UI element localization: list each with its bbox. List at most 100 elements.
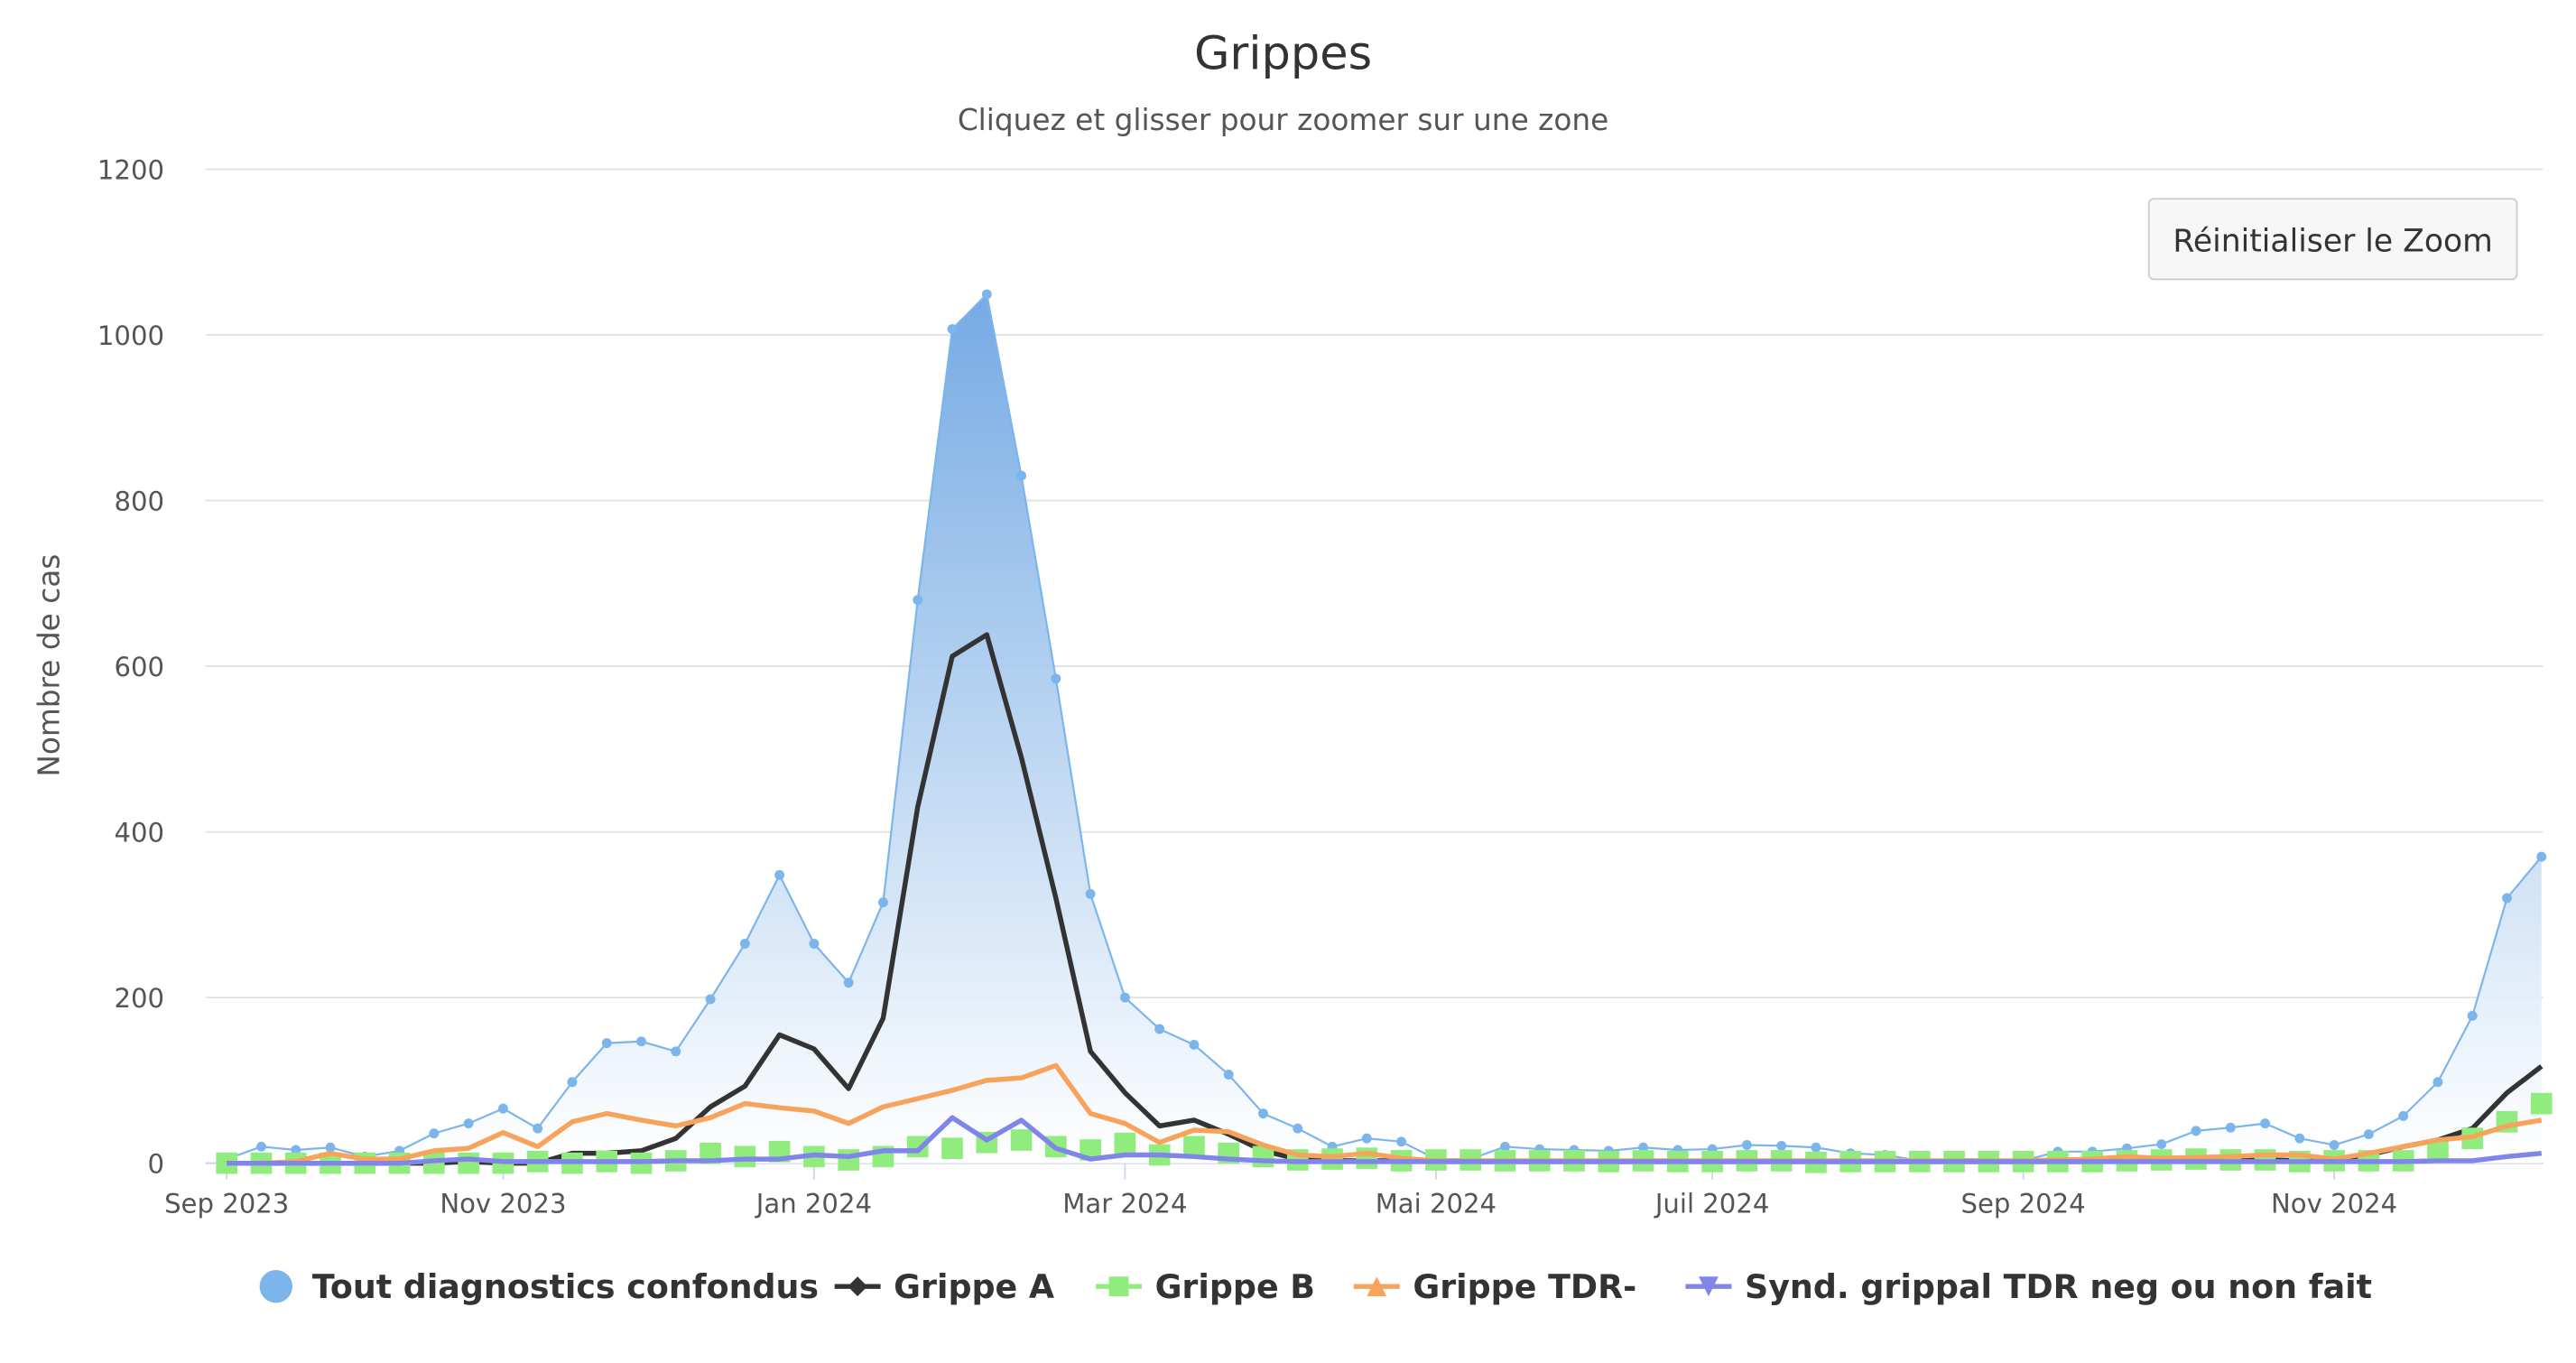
legend-symbol [1367, 1276, 1387, 1297]
point [1114, 1132, 1136, 1154]
point [1154, 1024, 1165, 1034]
legend-item[interactable]: Tout diagnostics confondus [259, 1267, 820, 1306]
point [838, 1149, 860, 1171]
chart-subtitle: Cliquez et glisser pour zoomer sur une z… [958, 103, 1608, 137]
point [1499, 1141, 1510, 1152]
x-tick-label: Sep 2023 [164, 1188, 289, 1219]
point [2329, 1140, 2340, 1150]
point [2260, 1118, 2271, 1129]
legend-item[interactable]: Grippe B [1096, 1267, 1315, 1306]
x-tick-label: Jan 2024 [755, 1188, 872, 1219]
point [1189, 1039, 1200, 1050]
point [567, 1077, 578, 1088]
point [325, 1142, 336, 1153]
legend-label: Grippe TDR- [1413, 1267, 1636, 1306]
point [1010, 1129, 1033, 1151]
point [705, 994, 716, 1005]
point [636, 1036, 646, 1047]
y-axis-label: Nombre de cas [32, 554, 67, 777]
point [734, 1145, 756, 1168]
point [1361, 1133, 1372, 1144]
point [255, 1141, 266, 1152]
chart-title: Grippes [1194, 27, 1372, 80]
point [601, 1038, 612, 1049]
point [1085, 888, 1096, 899]
legend-symbol [848, 1276, 868, 1297]
point [1396, 1136, 1407, 1147]
point [2156, 1139, 2167, 1150]
point [843, 978, 854, 988]
point [947, 324, 958, 335]
point [2467, 1010, 2478, 1021]
point [739, 939, 750, 949]
point [533, 1123, 543, 1134]
point [463, 1118, 474, 1129]
legend-symbol [1108, 1276, 1129, 1297]
point [809, 939, 820, 949]
point [2427, 1140, 2449, 1162]
series-line [227, 1115, 2543, 1166]
y-tick-label: 800 [114, 486, 164, 516]
x-tick-label: Nov 2023 [440, 1188, 566, 1219]
x-tick-label: Sep 2024 [1961, 1188, 2086, 1219]
y-tick-label: 1000 [97, 320, 164, 351]
series-line [227, 1062, 2543, 1166]
point [1183, 1136, 1205, 1158]
point [458, 1152, 479, 1174]
point [1741, 1140, 1752, 1150]
legend-label: Grippe A [894, 1267, 1054, 1306]
y-tick-label: 600 [114, 652, 164, 682]
y-tick-label: 400 [114, 818, 164, 848]
point [1811, 1142, 1821, 1153]
point [1051, 673, 1061, 684]
point [2432, 1077, 2443, 1088]
point [1293, 1123, 1303, 1134]
point [1356, 1147, 1378, 1169]
point [2191, 1126, 2201, 1136]
legend-item[interactable]: Synd. grippal TDR neg ou non fait [1685, 1267, 2372, 1306]
point [1776, 1140, 1787, 1151]
point [671, 1046, 681, 1057]
x-tick-label: Mar 2024 [1062, 1188, 1187, 1219]
x-tick-label: Nov 2024 [2271, 1188, 2397, 1219]
point [1119, 992, 1130, 1003]
point [423, 1152, 445, 1174]
x-tick-label: Juil 2024 [1654, 1188, 1770, 1219]
point [774, 869, 785, 880]
point [1638, 1142, 1649, 1153]
point [2363, 1129, 2374, 1140]
y-tick-label: 0 [147, 1149, 164, 1180]
point [291, 1145, 301, 1155]
legend-label: Grippe B [1155, 1267, 1315, 1306]
legend-label: Synd. grippal TDR neg ou non fait [1745, 1267, 2372, 1306]
point [1321, 1148, 1343, 1170]
point [877, 897, 888, 908]
point [2398, 1110, 2409, 1121]
area [227, 294, 2542, 1164]
legend-label: Tout diagnostics confondus [312, 1267, 819, 1306]
button-label: Réinitialiser le Zoom [2173, 223, 2493, 259]
point [941, 1137, 963, 1159]
point [497, 1103, 508, 1114]
point [1223, 1070, 1234, 1080]
point [981, 289, 992, 300]
y-tick-label: 200 [114, 983, 164, 1014]
point [2536, 851, 2547, 862]
legend-item[interactable]: Grippe A [834, 1267, 1054, 1306]
button-box [2147, 198, 2518, 281]
point [2294, 1133, 2305, 1144]
point [1258, 1108, 1268, 1119]
point [429, 1128, 440, 1139]
reset-zoom-button[interactable]: Réinitialiser le Zoom [2147, 198, 2518, 281]
legend-symbol [1699, 1276, 1719, 1297]
point [1016, 470, 1027, 481]
legend-item[interactable]: Grippe TDR- [1353, 1267, 1636, 1306]
y-tick-label: 1200 [97, 154, 164, 185]
point [2502, 893, 2512, 904]
point [2225, 1122, 2236, 1133]
legend-symbol [259, 1269, 292, 1303]
x-tick-label: Mai 2024 [1376, 1188, 1496, 1219]
series-line [226, 292, 2543, 1163]
